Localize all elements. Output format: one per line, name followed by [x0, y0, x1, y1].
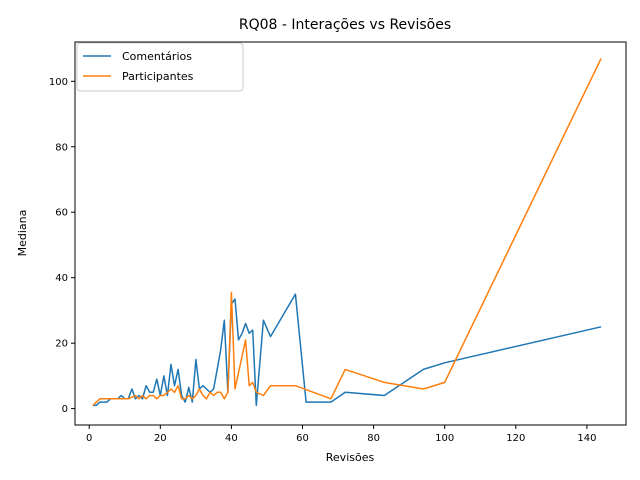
legend: Comentários Participantes — [76, 42, 244, 92]
chart-title: RQ08 - Interações vs Revisões — [239, 17, 451, 33]
x-tick-label: 120 — [506, 433, 525, 444]
y-tick-label: 40 — [55, 273, 68, 284]
x-axis: 0 20 40 60 80 100 120 140 — [86, 425, 596, 444]
x-tick-label: 60 — [296, 433, 309, 444]
y-tick-label: 80 — [55, 142, 68, 153]
legend-label-2: Participantes — [122, 70, 194, 83]
legend-label-1: Comentários — [122, 50, 192, 63]
x-axis-label: Revisões — [326, 451, 375, 464]
x-tick-label: 100 — [435, 433, 454, 444]
x-tick-label: 0 — [86, 433, 92, 444]
y-axis: 0 20 40 60 80 100 — [49, 77, 75, 415]
y-axis-label: Mediana — [16, 210, 29, 257]
y-tick-label: 0 — [62, 404, 68, 415]
x-tick-label: 20 — [154, 433, 167, 444]
plot-frame — [74, 41, 627, 426]
series-line-2 — [92, 58, 602, 406]
plot-lines — [92, 58, 602, 407]
legend-frame — [76, 42, 244, 92]
y-tick-label: 60 — [55, 208, 68, 219]
y-tick-label: 20 — [55, 339, 68, 350]
x-tick-label: 80 — [367, 433, 380, 444]
y-tick-label: 100 — [49, 77, 68, 88]
x-tick-label: 140 — [577, 433, 596, 444]
x-tick-label: 40 — [225, 433, 238, 444]
